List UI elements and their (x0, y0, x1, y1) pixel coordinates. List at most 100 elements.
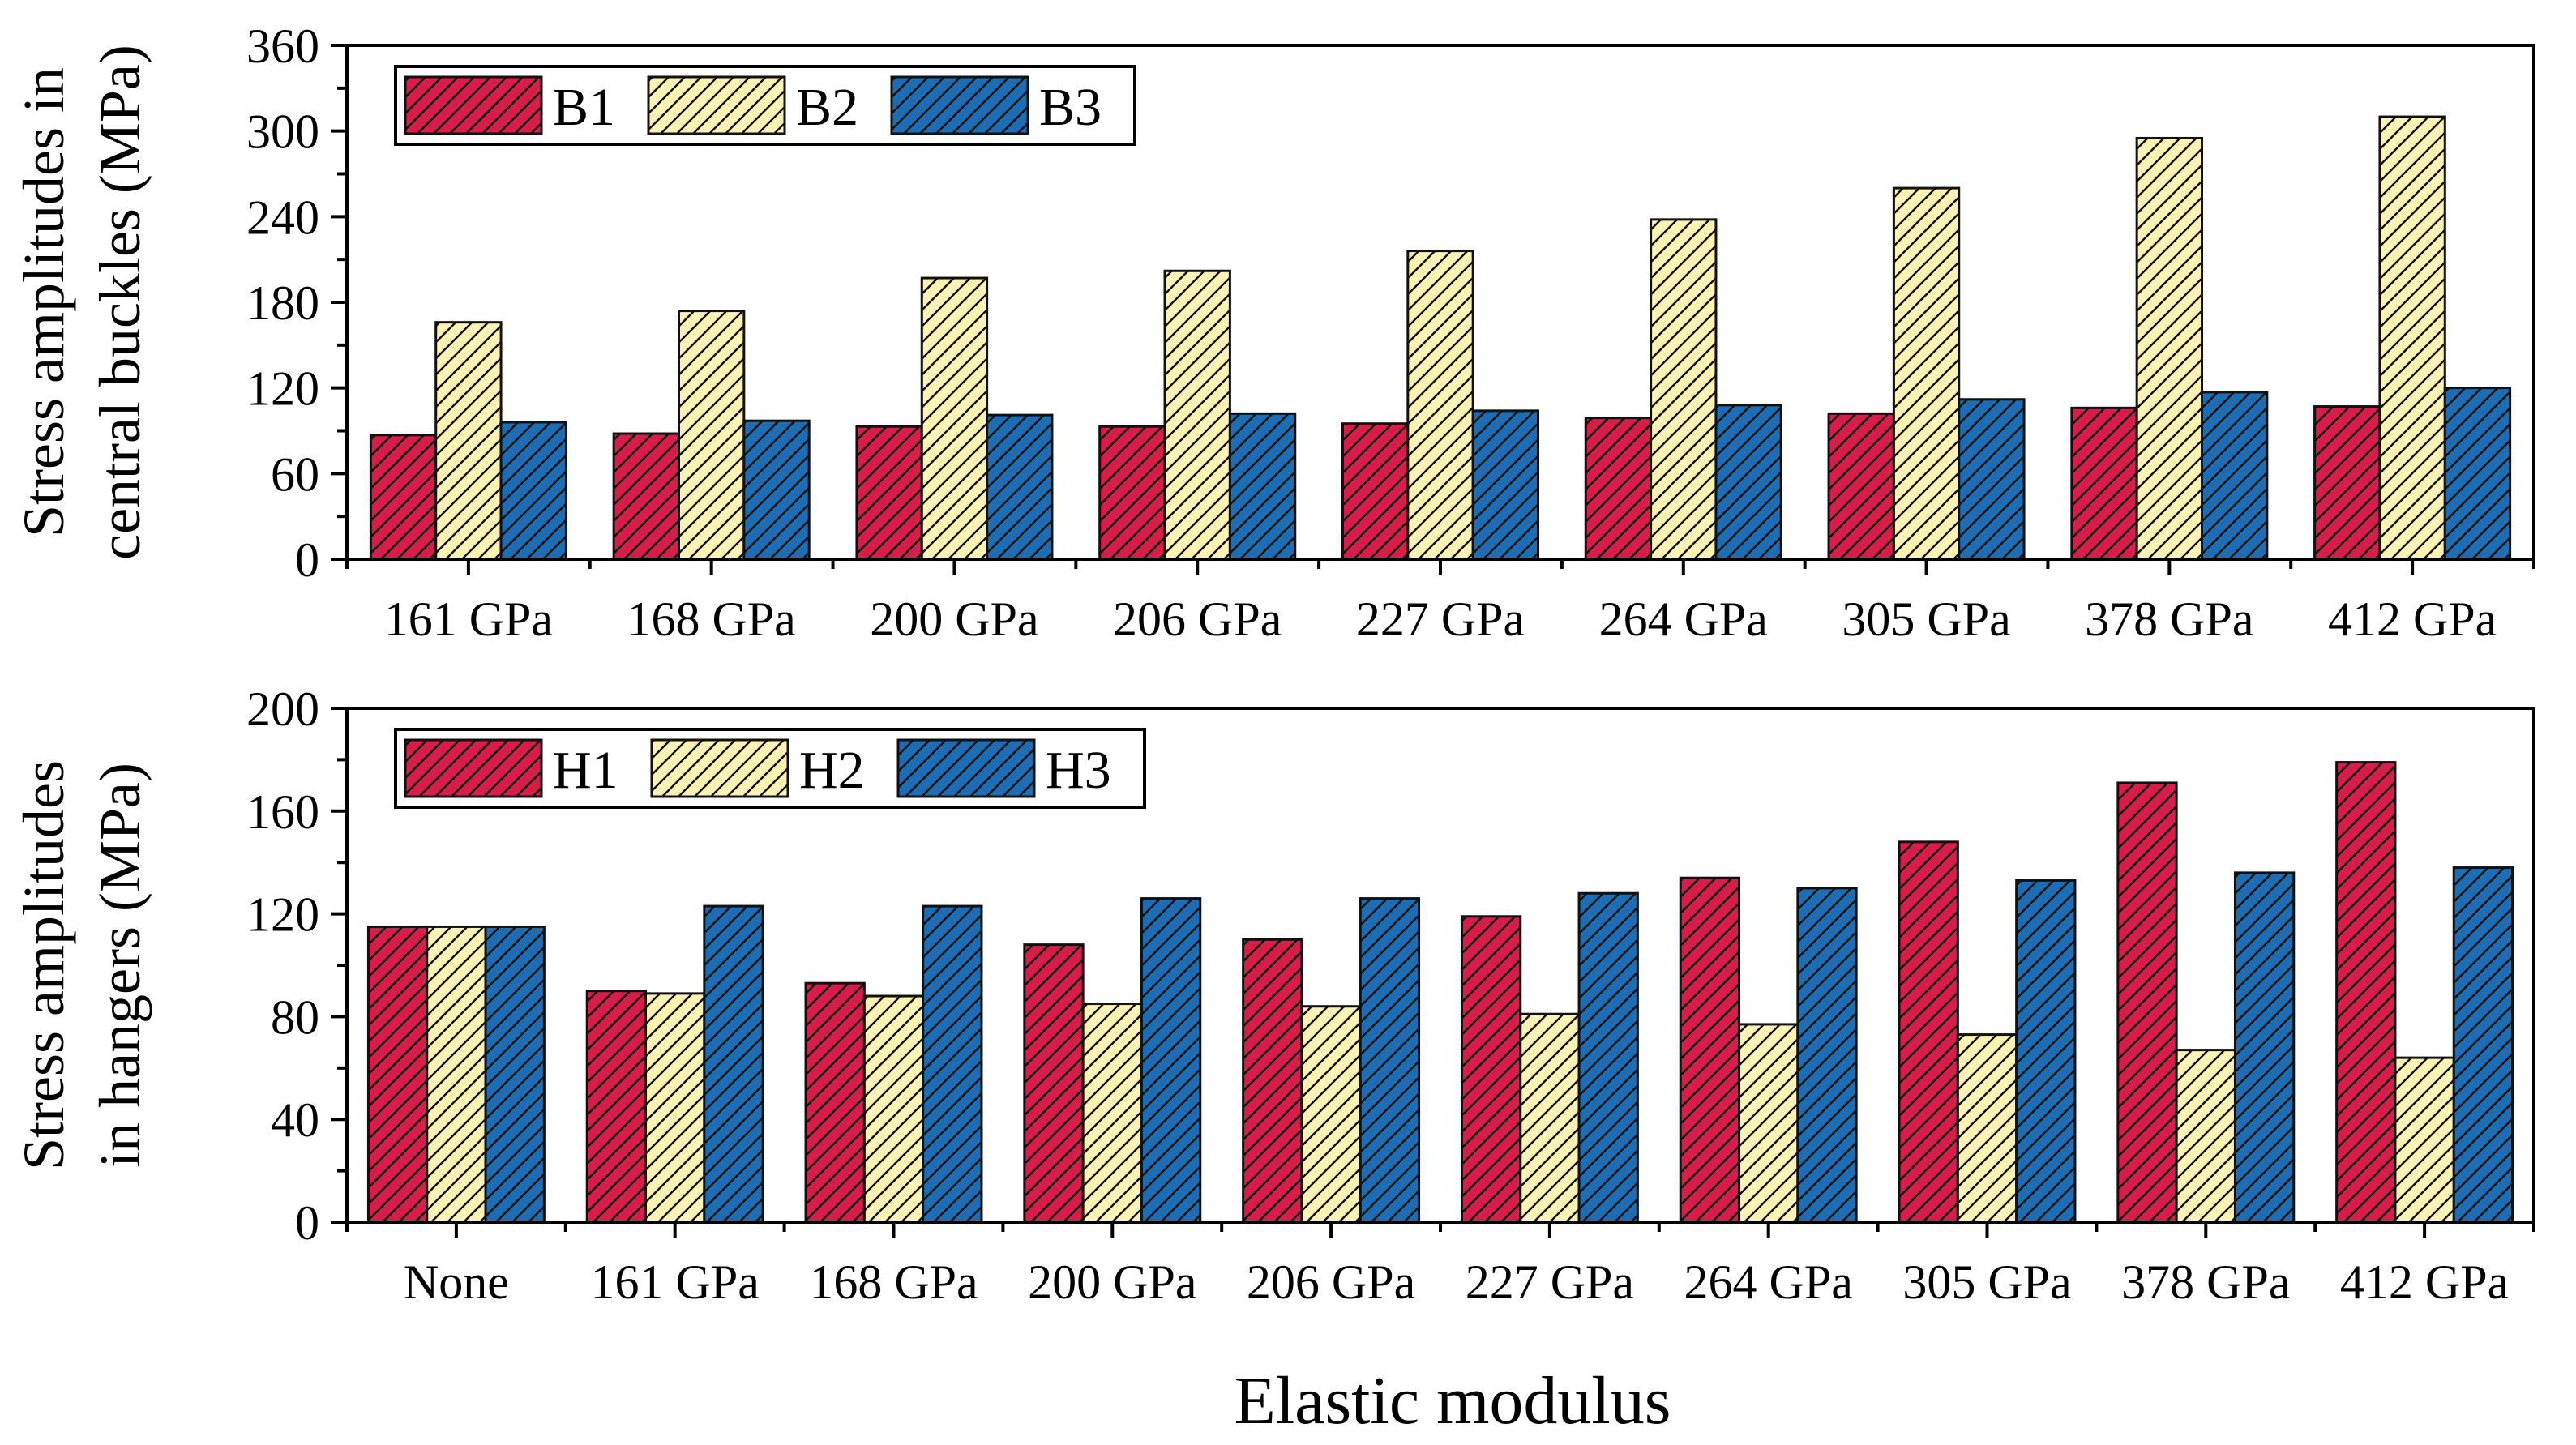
bar-h3-206-gpa-hatch (1359, 897, 1421, 1224)
bar-h2-412-gpa-hatch (2394, 1056, 2455, 1224)
bar-h3-227-gpa-hatch (1577, 891, 1639, 1224)
bar-b2-200-gpa-hatch (920, 276, 989, 561)
bar-h3-264-gpa-hatch (1796, 887, 1858, 1224)
bar-h3-305-gpa-hatch (2015, 879, 2077, 1224)
legend-swatch-b3-hatch (890, 75, 1029, 135)
x-tick-label-168-gpa: 168 GPa (809, 1255, 978, 1309)
x-tick-label-200-gpa: 200 GPa (1028, 1255, 1196, 1309)
bar-b2-206-gpa-hatch (1163, 269, 1231, 561)
x-tick-label-412-gpa: 412 GPa (2328, 592, 2497, 646)
legend-swatch-b2-hatch (647, 75, 786, 135)
x-tick-label-412-gpa: 412 GPa (2340, 1255, 2509, 1309)
bar-b3-264-gpa-hatch (1714, 404, 1782, 561)
x-tick-label-168-gpa: 168 GPa (627, 592, 795, 646)
bar-h2-none-hatch (426, 925, 487, 1224)
x-tick-label-161-gpa: 161 GPa (591, 1255, 760, 1309)
bar-b1-264-gpa-hatch (1584, 417, 1653, 561)
y-tick-label-40: 40 (271, 1093, 319, 1147)
legend-swatch-h1-hatch (404, 738, 543, 798)
x-tick-label-200-gpa: 200 GPa (870, 592, 1038, 646)
bar-h1-264-gpa-hatch (1679, 876, 1741, 1224)
bar-h2-200-gpa-hatch (1081, 1003, 1143, 1224)
bar-b2-227-gpa-hatch (1406, 250, 1474, 561)
bar-h3-200-gpa-hatch (1140, 897, 1202, 1224)
legend: H1 H2 H3 (394, 728, 1146, 809)
bottom-panel-hangers: 0 40 80 120 160 200 None 161 GPa 168 GPa 200 GPa 2… (11, 682, 2535, 1309)
bar-b3-200-gpa-hatch (986, 413, 1054, 561)
y-tick-label-360: 360 (246, 19, 319, 73)
x-tick-label-227-gpa: 227 GPa (1356, 592, 1525, 646)
bar-b3-378-gpa-hatch (2201, 391, 2269, 561)
x-tick-label-none: None (404, 1255, 509, 1309)
x-tick-label-206-gpa: 206 GPa (1113, 592, 1282, 646)
bar-b3-412-gpa-hatch (2443, 387, 2512, 561)
bar-b3-305-gpa-hatch (1958, 398, 2026, 561)
bar-b3-227-gpa-hatch (1471, 409, 1540, 561)
bar-h2-206-gpa-hatch (1300, 1005, 1362, 1224)
bar-b2-161-gpa-hatch (434, 321, 503, 561)
x-tick-label-264-gpa: 264 GPa (1599, 592, 1768, 646)
bar-b1-168-gpa-hatch (612, 432, 680, 561)
y-tick-label-300: 300 (246, 105, 319, 159)
y-axis-label-line-1: Stress amplitudes (11, 760, 76, 1170)
bar-h3-168-gpa-hatch (922, 904, 983, 1224)
y-axis-label-line-2: in hangers (MPa) (88, 763, 152, 1168)
x-tick-label-378-gpa: 378 GPa (2085, 592, 2253, 646)
y-tick-label-200: 200 (246, 682, 319, 736)
y-tick-label-240: 240 (246, 190, 319, 244)
x-tick-label-227-gpa: 227 GPa (1466, 1255, 1634, 1309)
bar-b1-412-gpa-hatch (2313, 405, 2381, 561)
bar-b1-200-gpa-hatch (855, 425, 923, 561)
x-tick-label-305-gpa: 305 GPa (1902, 1255, 2071, 1309)
y-tick-label-0: 0 (295, 1196, 319, 1250)
x-tick-label-206-gpa: 206 GPa (1247, 1255, 1415, 1309)
legend-label-h3: H3 (1046, 741, 1111, 800)
bar-h3-412-gpa-hatch (2452, 866, 2514, 1224)
y-tick-label-80: 80 (271, 990, 319, 1044)
legend-label-h2: H2 (799, 741, 865, 800)
x-tick-label-378-gpa: 378 GPa (2121, 1255, 2290, 1309)
legend: B1 B2 B3 (394, 65, 1136, 146)
top-panel-central-buckles: 0 60 120 180 240 300 360 161 GPa 168 GPa 200 GPa 2… (11, 19, 2535, 646)
legend-swatch-h2-hatch (650, 738, 789, 798)
bar-h1-227-gpa-hatch (1460, 915, 1522, 1224)
legend-swatch-b1-hatch (404, 75, 543, 135)
bar-h2-161-gpa-hatch (644, 992, 706, 1224)
bar-b2-378-gpa-hatch (2135, 136, 2204, 561)
bar-h1-206-gpa-hatch (1242, 938, 1303, 1224)
legend-label-b2: B2 (796, 78, 858, 137)
bar-h1-378-gpa-hatch (2116, 781, 2178, 1224)
bar-h3-378-gpa-hatch (2233, 871, 2296, 1224)
bar-h2-264-gpa-hatch (1738, 1023, 1799, 1224)
bar-h2-227-gpa-hatch (1519, 1012, 1581, 1224)
bar-h1-none-hatch (366, 925, 429, 1224)
shared-x-axis-label: Elastic modulus (1235, 1363, 1671, 1439)
bar-h2-378-gpa-hatch (2175, 1049, 2236, 1224)
bar-b1-206-gpa-hatch (1098, 425, 1166, 561)
bar-b1-227-gpa-hatch (1341, 422, 1410, 561)
bar-b1-378-gpa-hatch (2070, 406, 2138, 561)
bar-h1-168-gpa-hatch (804, 981, 866, 1224)
bar-h3-161-gpa-hatch (703, 904, 764, 1224)
bar-b2-168-gpa-hatch (677, 310, 746, 561)
bar-h2-305-gpa-hatch (1956, 1033, 2018, 1224)
y-tick-label-0: 0 (295, 533, 319, 587)
y-tick-label-60: 60 (271, 447, 319, 501)
x-tick-label-161-gpa: 161 GPa (384, 592, 553, 646)
bar-h2-168-gpa-hatch (862, 994, 925, 1224)
y-axis-label-line-2: central buckles (MPa) (88, 45, 152, 560)
bar-b3-168-gpa-hatch (742, 419, 811, 561)
x-tick-label-305-gpa: 305 GPa (1842, 592, 2010, 646)
bar-b1-305-gpa-hatch (1827, 412, 1895, 561)
y-tick-label-120: 120 (246, 362, 319, 416)
y-tick-label-120: 120 (246, 888, 319, 942)
bar-b2-305-gpa-hatch (1892, 186, 1961, 561)
legend-label-b3: B3 (1039, 78, 1102, 137)
y-tick-label-160: 160 (246, 785, 319, 839)
bar-h3-none-hatch (484, 925, 546, 1224)
bar-b3-161-gpa-hatch (499, 421, 567, 561)
legend-label-b1: B1 (553, 78, 615, 137)
bar-b2-412-gpa-hatch (2378, 115, 2446, 561)
bar-h1-412-gpa-hatch (2335, 761, 2397, 1224)
